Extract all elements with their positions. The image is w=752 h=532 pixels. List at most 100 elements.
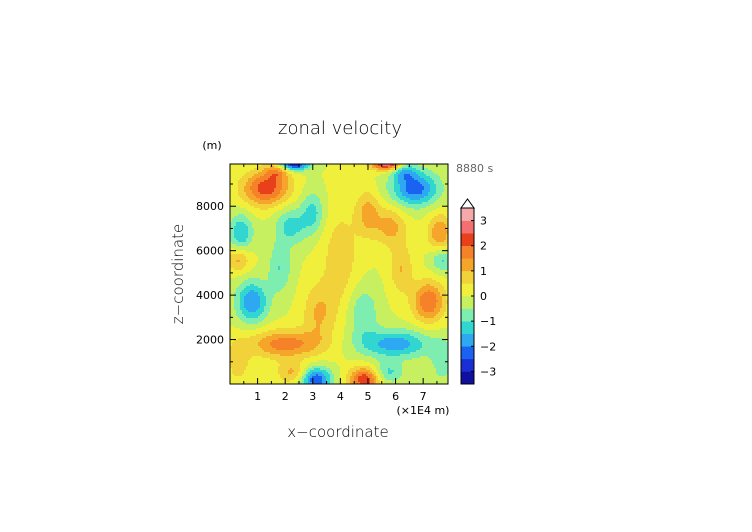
heatmap-cell: [300, 180, 303, 183]
heatmap-cell: [356, 168, 359, 171]
heatmap-cell: [282, 218, 285, 221]
heatmap-cell: [438, 244, 441, 247]
heatmap-cell: [390, 208, 393, 211]
heatmap-cell: [426, 232, 429, 235]
heatmap-cell: [256, 210, 259, 213]
heatmap-cell: [398, 208, 401, 211]
heatmap-cell: [396, 206, 399, 209]
heatmap-cell: [424, 182, 427, 185]
heatmap-cell: [418, 180, 421, 183]
heatmap-cell: [298, 242, 301, 245]
heatmap-cell: [376, 224, 379, 227]
heatmap-cell: [278, 248, 281, 251]
heatmap-cell: [322, 250, 325, 253]
heatmap-cell: [410, 198, 413, 201]
heatmap-cell: [272, 254, 275, 257]
heatmap-cell: [418, 164, 421, 167]
heatmap-cell: [316, 164, 319, 167]
heatmap-cell: [244, 204, 247, 207]
heatmap-cell: [444, 180, 447, 183]
heatmap-cell: [336, 220, 339, 223]
heatmap-cell: [242, 164, 245, 167]
heatmap-cell: [438, 188, 441, 191]
heatmap-cell: [298, 180, 301, 183]
heatmap-cell: [406, 228, 409, 231]
heatmap-cell: [416, 218, 419, 221]
heatmap-cell: [354, 226, 357, 229]
heatmap-cell: [318, 166, 321, 169]
heatmap-cell: [348, 240, 351, 243]
heatmap-cell: [348, 214, 351, 217]
heatmap-cell: [290, 238, 293, 241]
heatmap-cell: [388, 224, 391, 227]
heatmap-cell: [328, 196, 331, 199]
heatmap-cell: [366, 164, 369, 167]
heatmap-cell: [418, 226, 421, 229]
heatmap-cell: [298, 228, 301, 231]
heatmap-cell: [290, 180, 293, 183]
heatmap-cell: [234, 164, 237, 167]
heatmap-cell: [264, 230, 267, 233]
heatmap-cell: [344, 240, 347, 243]
heatmap-cell: [368, 224, 371, 227]
heatmap-cell: [246, 192, 249, 195]
heatmap-cell: [378, 168, 381, 171]
heatmap-cell: [334, 226, 337, 229]
heatmap-cell: [336, 252, 339, 255]
heatmap-cell: [352, 188, 355, 191]
heatmap-cell: [420, 214, 423, 217]
heatmap-cell: [340, 232, 343, 235]
heatmap-cell: [318, 222, 321, 225]
heatmap-cell: [356, 220, 359, 223]
heatmap-cell: [306, 174, 309, 177]
heatmap-cell: [238, 222, 241, 225]
heatmap-cell: [230, 196, 233, 199]
heatmap-cell: [284, 174, 287, 177]
heatmap-cell: [358, 170, 361, 173]
heatmap-cell: [358, 178, 361, 181]
heatmap-cell: [390, 198, 393, 201]
heatmap-cell: [438, 230, 441, 233]
heatmap-cell: [398, 220, 401, 223]
heatmap-cell: [316, 248, 319, 251]
heatmap-cell: [438, 214, 441, 217]
heatmap-cell: [342, 226, 345, 229]
heatmap-cell: [270, 242, 273, 245]
heatmap-cell: [378, 180, 381, 183]
heatmap-cell: [426, 220, 429, 223]
heatmap-cell: [352, 250, 355, 253]
heatmap-cell: [438, 236, 441, 239]
heatmap-cell: [266, 232, 269, 235]
heatmap-cell: [272, 220, 275, 223]
heatmap-cell: [434, 176, 437, 179]
heatmap-cell: [352, 194, 355, 197]
heatmap-cell: [318, 244, 321, 247]
heatmap-cell: [404, 222, 407, 225]
heatmap-cell: [440, 198, 443, 201]
heatmap-cell: [276, 244, 279, 247]
heatmap-cell: [394, 220, 397, 223]
heatmap-cell: [274, 170, 277, 173]
heatmap-cell: [258, 170, 261, 173]
heatmap-cell: [414, 206, 417, 209]
heatmap-cell: [422, 224, 425, 227]
heatmap-cell: [252, 200, 255, 203]
heatmap-cell: [320, 186, 323, 189]
heatmap-cell: [342, 246, 345, 249]
heatmap-cell: [324, 218, 327, 221]
heatmap-cell: [384, 230, 387, 233]
heatmap-cell: [394, 190, 397, 193]
heatmap-cell: [428, 174, 431, 177]
heatmap-cell: [432, 176, 435, 179]
heatmap-cell: [272, 250, 275, 253]
heatmap-cell: [424, 206, 427, 209]
heatmap-cell: [346, 212, 349, 215]
heatmap-cell: [280, 170, 283, 173]
heatmap-cell: [424, 252, 427, 255]
heatmap-cell: [426, 196, 429, 199]
heatmap-cell: [248, 174, 251, 177]
heatmap-cell: [304, 224, 307, 227]
heatmap-cell: [308, 196, 311, 199]
heatmap-cell: [402, 178, 405, 181]
heatmap-cell: [396, 254, 399, 257]
